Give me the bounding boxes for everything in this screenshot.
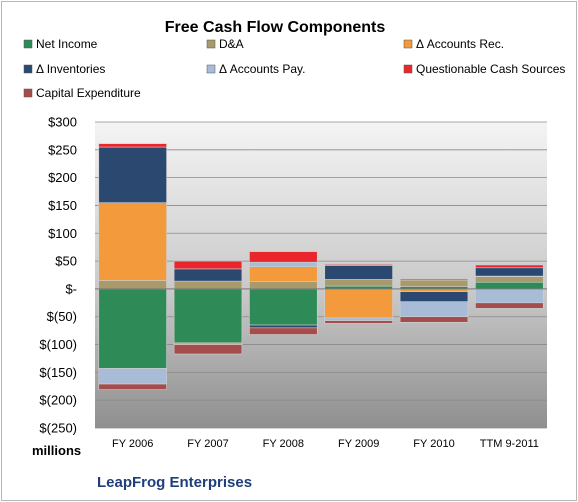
bar-accounts-pay [399, 301, 469, 318]
legend-label-d-a: D&A [219, 37, 244, 51]
bar-questionable-cash-sources [399, 278, 469, 281]
bar-capital-expenditure [98, 383, 167, 390]
bar-d-a [324, 279, 393, 287]
y-tick-label: $(100) [39, 337, 77, 352]
legend-label-net-income: Net Income [36, 37, 98, 51]
legend-swatch-accounts-pay [206, 64, 216, 74]
bar-accounts-rec [98, 202, 167, 281]
bar-d-a [249, 281, 318, 290]
bar-accounts-rec [324, 288, 393, 319]
bar-d-a [399, 279, 469, 287]
bar-questionable-cash-sources [249, 251, 318, 263]
legend-swatch-inventories [23, 64, 33, 74]
bar-questionable-cash-sources [173, 260, 243, 270]
bar-accounts-pay [249, 261, 318, 267]
x-tick-label: FY 2010 [413, 438, 454, 450]
bar-d-a [173, 280, 243, 290]
legend: Net Income D&A Δ Accounts Rec. Δ Inventorie… [23, 37, 565, 100]
y-tick-label: $(50) [47, 309, 77, 324]
bar-questionable-cash-sources [98, 143, 167, 148]
x-tick-label: FY 2006 [112, 438, 153, 450]
bar-capital-expenditure [173, 344, 243, 355]
bar-d-a [98, 280, 167, 290]
bar-inventories [475, 267, 544, 277]
bar-capital-expenditure [475, 302, 544, 309]
bar-capital-expenditure [399, 316, 469, 323]
bar-accounts-rec [249, 266, 318, 282]
legend-label-questionable-cash-sources: Questionable Cash Sources [416, 62, 565, 76]
y-tick-label: $200 [48, 170, 77, 185]
y-tick-label: $250 [48, 142, 77, 157]
bar-net-income [98, 288, 167, 369]
x-tick-label: FY 2007 [187, 438, 228, 450]
bar-inventories [98, 146, 167, 203]
bar-questionable-cash-sources [475, 264, 544, 269]
bar-capital-expenditure [324, 320, 393, 324]
bar-d-a [475, 276, 544, 283]
legend-swatch-capital-expenditure [23, 88, 33, 98]
bar-capital-expenditure [249, 327, 318, 335]
legend-label-capital-expenditure: Capital Expenditure [36, 86, 141, 100]
x-tick-label: TTM 9-2011 [480, 438, 539, 450]
bar-accounts-pay [475, 288, 544, 304]
chart-title: Free Cash Flow Components [165, 19, 386, 36]
bar-net-income [475, 281, 544, 290]
bar-inventories [173, 268, 243, 282]
y-tick-label: $(250) [39, 421, 77, 436]
y-tick-label: $- [65, 281, 77, 296]
legend-swatch-questionable-cash-sources [403, 64, 413, 74]
bar-accounts-pay [98, 368, 167, 385]
legend-swatch-net-income [23, 39, 33, 49]
y-tick-label: $(200) [39, 393, 77, 408]
x-tick-label: FY 2009 [338, 438, 379, 450]
y-axis-ticks: $300 $250 $200 $150 $100 $50 $- $(50) $(100) $(15… [39, 115, 77, 436]
bar-inventories [399, 291, 469, 303]
legend-swatch-accounts-rec [403, 39, 413, 49]
y-tick-label: $(150) [39, 365, 77, 380]
y-tick-label: $300 [48, 115, 77, 130]
legend-swatch-d-a [206, 39, 216, 49]
legend-label-accounts-rec: Δ Accounts Rec. [416, 37, 504, 51]
y-axis-unit-label: millions [32, 443, 81, 458]
bar-inventories [249, 324, 318, 329]
y-tick-label: $100 [48, 226, 77, 241]
legend-label-inventories: Δ Inventories [36, 62, 105, 76]
bar-questionable-cash-sources [324, 264, 393, 266]
y-tick-label: $50 [55, 254, 77, 269]
bar-accounts-pay [324, 317, 393, 321]
x-axis-ticks: FY 2006 FY 2007 FY 2008 FY 2009 FY 2010 TTM 9… [112, 438, 539, 450]
company-name: LeapFrog Enterprises [97, 474, 252, 491]
legend-label-accounts-pay: Δ Accounts Pay. [219, 62, 306, 76]
plot-area [95, 122, 547, 428]
bars [98, 143, 544, 390]
y-tick-label: $150 [48, 198, 77, 213]
bar-net-income [173, 288, 243, 344]
bar-net-income [249, 288, 318, 326]
x-tick-label: FY 2008 [263, 438, 304, 450]
bar-inventories [324, 265, 393, 280]
gridlines [95, 121, 547, 429]
